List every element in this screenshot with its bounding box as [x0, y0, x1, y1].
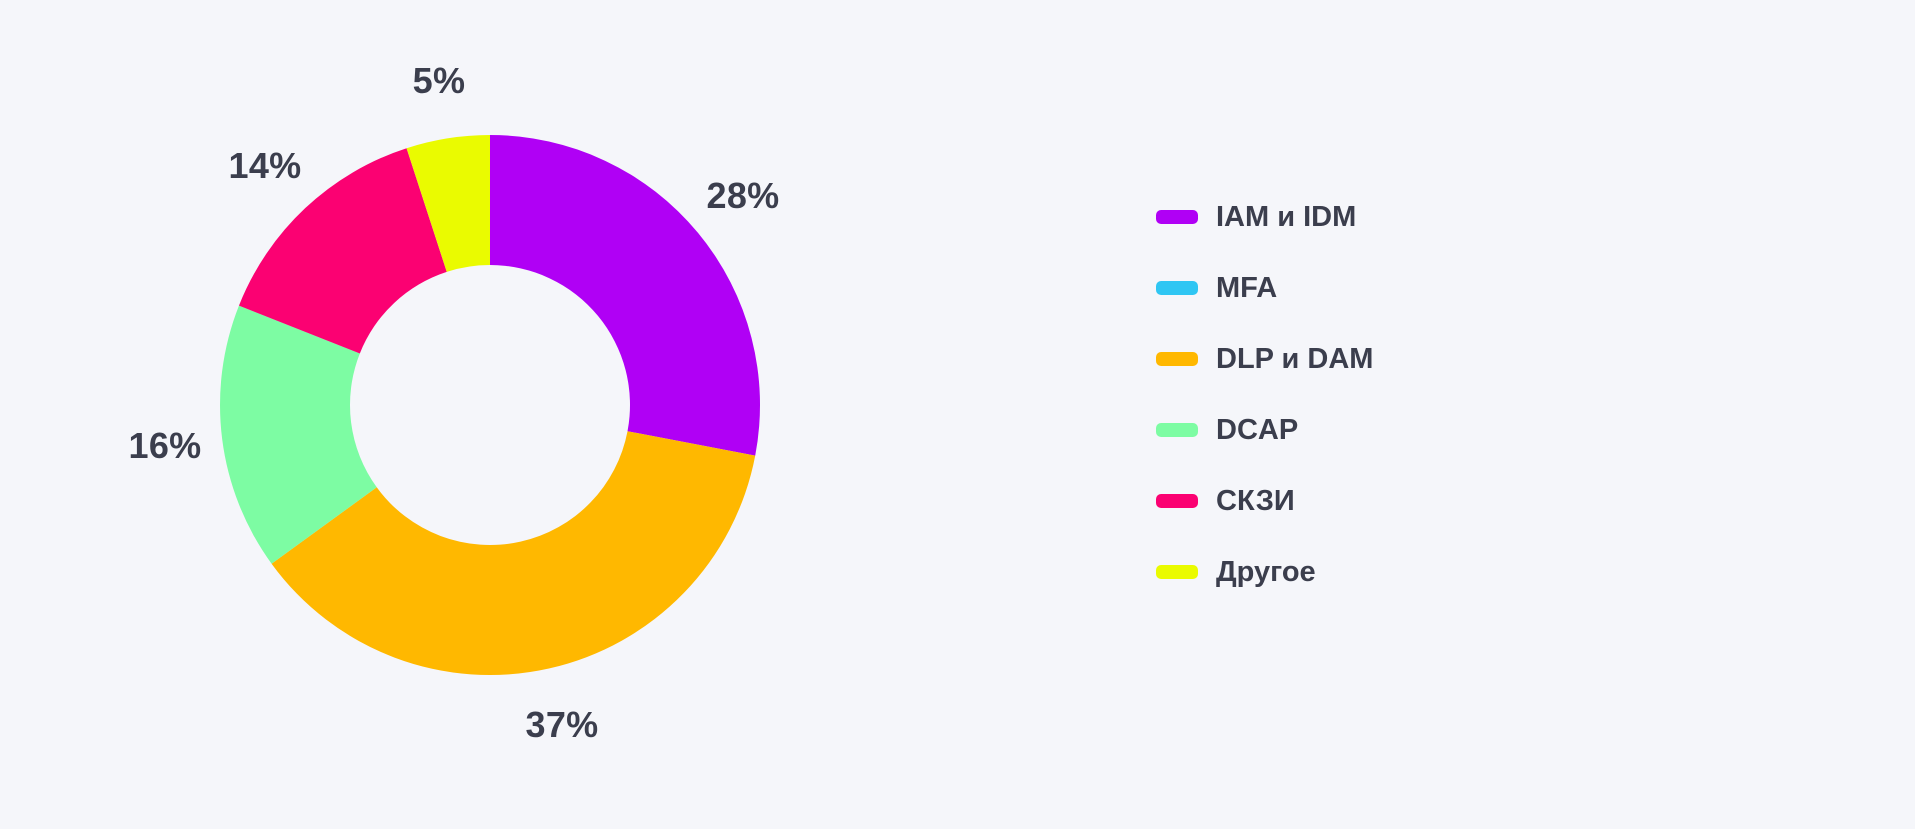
- legend-label-dlp-и-dam: DLP и DAM: [1216, 343, 1374, 375]
- legend-item-dlp-и-dam[interactable]: DLP и DAM: [1156, 343, 1374, 375]
- legend: IAM и IDM MFA DLP и DAM DCAP СКЗИ Другое: [1156, 201, 1374, 588]
- pie-slice-dlp-и-dam[interactable]: [271, 431, 756, 675]
- pie-slice-dcap[interactable]: [220, 305, 377, 564]
- percent-label-iam-и-idm: 28%: [706, 175, 780, 216]
- pie-slice-другое[interactable]: [406, 135, 490, 272]
- legend-label-другое: Другое: [1216, 556, 1316, 588]
- legend-item-iam-и-idm[interactable]: IAM и IDM: [1156, 201, 1373, 233]
- legend-label-dcap: DCAP: [1216, 414, 1299, 446]
- legend-swatch-dcap: [1156, 423, 1198, 437]
- bottom-strip: [0, 829, 1915, 835]
- legend-item-mfa[interactable]: MFA: [1156, 272, 1373, 304]
- pie-slice-iam-и-idm[interactable]: [490, 135, 761, 456]
- legend-swatch-iam-и-idm: [1156, 210, 1198, 224]
- legend-item-скзи[interactable]: СКЗИ: [1156, 485, 1373, 517]
- legend-swatch-dlp-и-dam: [1156, 352, 1198, 366]
- percent-label-dlp-и-dam: 37%: [525, 704, 599, 745]
- legend-item-другое[interactable]: Другое: [1156, 556, 1373, 588]
- legend-item-dcap[interactable]: DCAP: [1156, 414, 1373, 446]
- legend-swatch-скзи: [1156, 494, 1198, 508]
- percent-label-dcap: 16%: [128, 425, 202, 466]
- legend-label-mfa: MFA: [1216, 272, 1278, 304]
- legend-swatch-другое: [1156, 565, 1198, 579]
- percent-label-другое: 5%: [412, 60, 466, 101]
- legend-label-iam-и-idm: IAM и IDM: [1216, 201, 1357, 233]
- percent-label-скзи: 14%: [228, 145, 302, 186]
- pie-slice-скзи[interactable]: [238, 148, 447, 354]
- legend-swatch-mfa: [1156, 281, 1198, 295]
- legend-label-скзи: СКЗИ: [1216, 485, 1295, 517]
